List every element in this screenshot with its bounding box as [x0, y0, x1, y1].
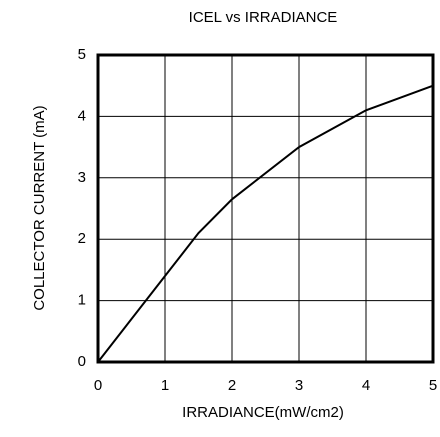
x-tick-label: 5	[429, 377, 437, 394]
y-tick-label: 4	[78, 107, 86, 124]
y-tick-label: 2	[78, 230, 86, 247]
y-tick-label: 3	[78, 169, 86, 186]
x-tick-label: 2	[228, 377, 236, 394]
y-tick-label: 5	[78, 46, 86, 63]
data-line	[97, 84, 434, 363]
chart-title: ICEL vs IRRADIANCE	[189, 9, 338, 26]
x-tick-label: 3	[295, 377, 303, 394]
x-tick-label: 4	[362, 377, 370, 394]
y-tick-label: 1	[78, 292, 86, 309]
x-tick-label: 0	[94, 377, 102, 394]
y-axis-label: COLLECTOR CURRENT (mA)	[31, 105, 48, 310]
plot-border	[96, 53, 435, 364]
x-axis-label: IRRADIANCE(mW/cm2)	[182, 404, 344, 421]
y-tick-label: 0	[78, 353, 86, 370]
x-tick-label: 1	[161, 377, 169, 394]
